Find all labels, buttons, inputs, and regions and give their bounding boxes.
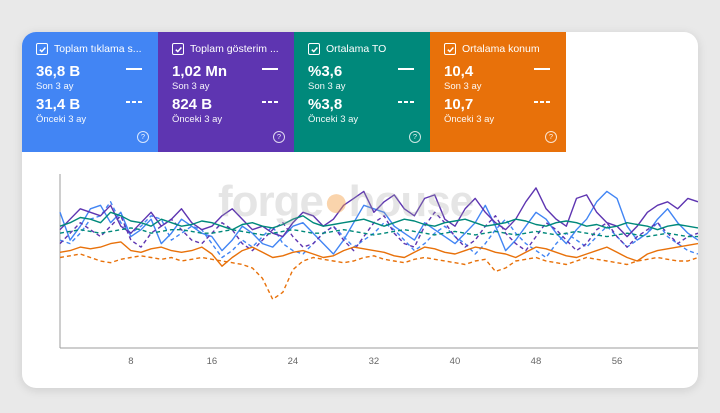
card-average-ctr[interactable]: Ortalama TO %3,6 Son 3 ay %3,8 Önceki 3 …: [294, 32, 430, 152]
dashed-line-icon: [534, 101, 550, 103]
metric-period: Son 3 ay: [308, 81, 346, 92]
x-tick-label: 56: [612, 356, 623, 367]
series-line: [59, 211, 698, 252]
series-line: [59, 253, 698, 301]
metric-value: %3,8: [308, 96, 343, 113]
metric-value: 36,8 B: [36, 63, 81, 80]
metric-value: %3,6: [308, 63, 343, 80]
card-title: Ortalama konum: [462, 43, 540, 55]
solid-line-icon: [534, 68, 550, 70]
previous-metric: 824 B Önceki 3 ay: [172, 96, 284, 126]
x-tick-label: 40: [450, 356, 461, 367]
checkbox-icon[interactable]: [36, 43, 48, 55]
current-metric: %3,6 Son 3 ay: [308, 63, 420, 93]
metric-value: 10,7: [444, 96, 474, 113]
series-line: [59, 211, 698, 231]
card-header: Ortalama TO: [308, 41, 420, 57]
x-tick-label: 32: [369, 356, 380, 367]
metric-value: 1,02 Mn: [172, 63, 228, 80]
card-total-clicks[interactable]: Toplam tıklama s... 36,8 B Son 3 ay 31,4…: [22, 32, 158, 152]
series-line: [59, 190, 698, 255]
help-icon[interactable]: ?: [273, 131, 285, 143]
previous-metric: 10,7 Önceki 3 ay: [444, 96, 556, 126]
card-title: Ortalama TO: [326, 43, 387, 55]
dashed-line-icon: [126, 101, 142, 103]
previous-metric: %3,8 Önceki 3 ay: [308, 96, 420, 126]
series-line: [59, 241, 698, 267]
metric-value: 31,4 B: [36, 96, 81, 113]
series-line: [59, 227, 698, 238]
dashed-line-icon: [262, 101, 278, 103]
current-metric: 10,4 Son 3 ay: [444, 63, 556, 93]
metric-cards: Toplam tıklama s... 36,8 B Son 3 ay 31,4…: [22, 32, 566, 152]
help-icon[interactable]: ?: [137, 131, 149, 143]
card-total-impressions[interactable]: Toplam gösterim ... 1,02 Mn Son 3 ay 824…: [158, 32, 294, 152]
checkbox-icon[interactable]: [444, 43, 456, 55]
series-line: [59, 201, 698, 259]
x-tick-label: 48: [531, 356, 542, 367]
help-icon[interactable]: ?: [545, 131, 557, 143]
solid-line-icon: [262, 68, 278, 70]
card-header: Toplam gösterim ...: [172, 41, 284, 57]
solid-line-icon: [126, 68, 142, 70]
card-header: Ortalama konum: [444, 41, 556, 57]
card-average-position[interactable]: Ortalama konum 10,4 Son 3 ay 10,7 Önceki…: [430, 32, 566, 152]
metric-period: Son 3 ay: [444, 81, 482, 92]
current-metric: 36,8 B Son 3 ay: [36, 63, 148, 93]
x-tick-label: 16: [207, 356, 218, 367]
performance-panel: Toplam tıklama s... 36,8 B Son 3 ay 31,4…: [22, 32, 698, 388]
x-tick-label: 24: [288, 356, 299, 367]
previous-metric: 31,4 B Önceki 3 ay: [36, 96, 148, 126]
metric-period: Son 3 ay: [36, 81, 74, 92]
metric-period: Son 3 ay: [172, 81, 210, 92]
card-title: Toplam tıklama s...: [54, 43, 142, 55]
checkbox-icon[interactable]: [172, 43, 184, 55]
metric-period: Önceki 3 ay: [308, 114, 359, 125]
help-icon[interactable]: ?: [409, 131, 421, 143]
metric-period: Önceki 3 ay: [444, 114, 495, 125]
metric-period: Önceki 3 ay: [36, 114, 87, 125]
performance-line-chart: 8 16 24 32 40 48 56: [59, 174, 698, 367]
metric-value: 10,4: [444, 63, 474, 80]
current-metric: 1,02 Mn Son 3 ay: [172, 63, 284, 93]
card-title: Toplam gösterim ...: [190, 43, 279, 55]
dashed-line-icon: [398, 101, 414, 103]
metric-value: 824 B: [172, 96, 213, 113]
card-header: Toplam tıklama s...: [36, 41, 148, 57]
checkbox-icon[interactable]: [308, 43, 320, 55]
metric-period: Önceki 3 ay: [172, 114, 223, 125]
x-tick-label: 8: [128, 356, 133, 367]
solid-line-icon: [398, 68, 414, 70]
